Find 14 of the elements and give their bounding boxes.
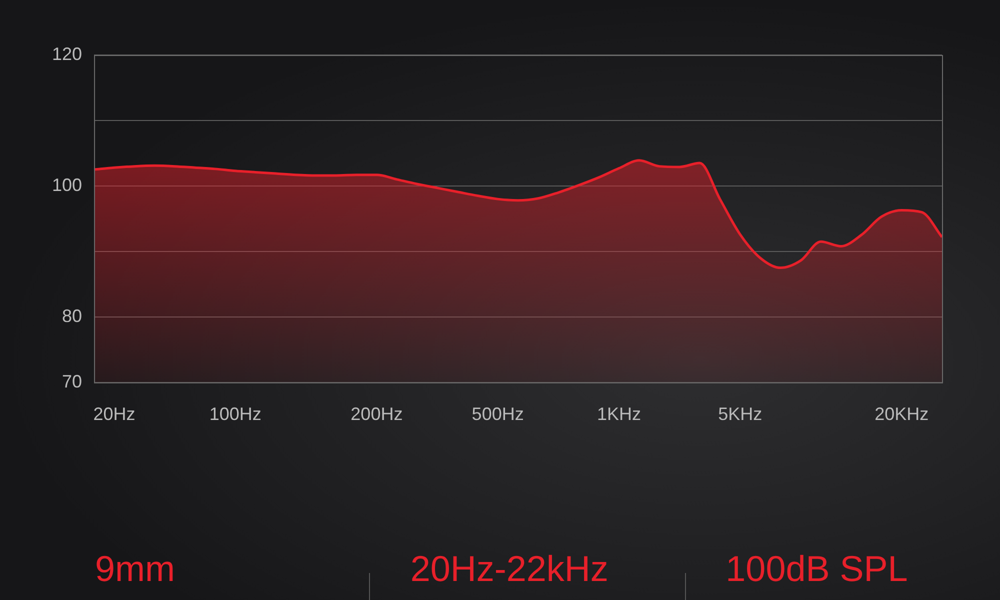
x-tick-label: 1KHz (596, 404, 641, 424)
text: 9mm (94, 548, 176, 591)
y-tick-label: 80 (62, 306, 82, 326)
x-tick-label: 500Hz (472, 404, 524, 424)
x-tick-label: 5KHz (718, 404, 762, 424)
text: 20Hz-22kHz (409, 548, 610, 591)
x-tick-label: 200Hz (350, 404, 403, 424)
y-tick-label: 100 (52, 174, 82, 195)
y-tick-label: 120 (52, 44, 82, 64)
x-tick-label: 100Hz (209, 404, 262, 424)
text: 100dB SPL (724, 548, 909, 591)
x-tick-label: 20KHz (874, 404, 929, 424)
x-tick-label: 20Hz (93, 404, 136, 424)
y-tick-label: 70 (62, 371, 82, 392)
